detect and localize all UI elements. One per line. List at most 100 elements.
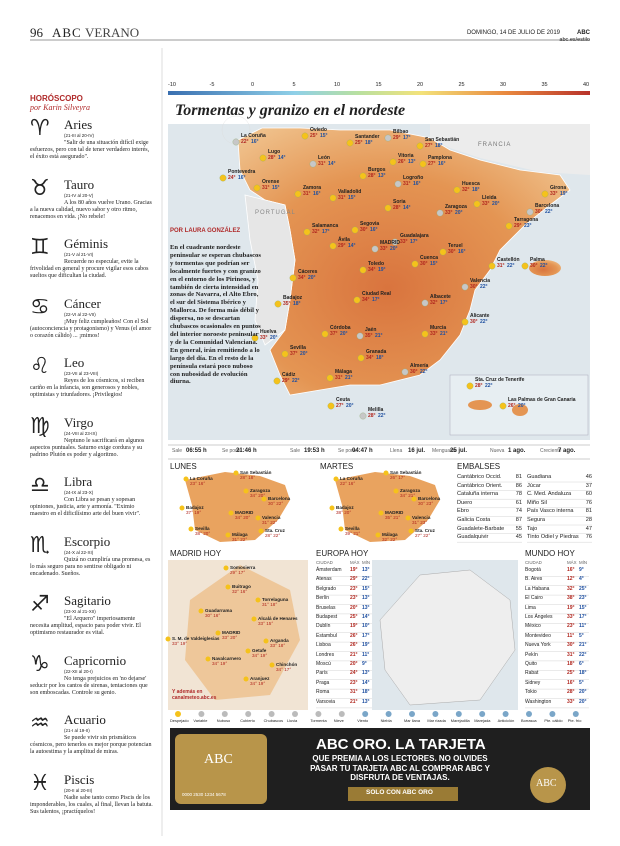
weather-icon [353, 296, 361, 304]
weather-icon [327, 402, 335, 410]
scale-label: 5 [292, 82, 296, 88]
city-max: 30° [420, 261, 428, 267]
min-temp: 17° [362, 632, 370, 639]
sign-text: Nadie sabe tanto como Piscis de los impo… [30, 794, 153, 815]
sign-name: Virgo [64, 414, 94, 430]
min-temp: 14° [362, 614, 370, 620]
city-min: 19° [378, 267, 386, 273]
weather-icon [274, 300, 282, 308]
city-max: 33° [482, 201, 490, 207]
sun-moon-value: 19:53 h [304, 448, 325, 454]
min-temp: 11° [579, 623, 587, 630]
city-name: La Coruña [340, 476, 363, 481]
city-name: Palma [530, 257, 545, 263]
day-title: MARTES [320, 462, 354, 471]
weather-icon [419, 160, 427, 168]
sun-moon-label: Llena [390, 448, 403, 454]
weather-icon [461, 318, 469, 326]
city-name: México [525, 623, 541, 630]
column-header: MÍN [579, 560, 588, 565]
city-name: San Sebastián [425, 137, 460, 143]
city-name: Alicante [470, 313, 490, 319]
city-min: 18° [376, 355, 384, 361]
weather-icon [391, 238, 399, 246]
city-min: 14° [328, 161, 336, 167]
city-min: 15° [348, 195, 356, 201]
city-max: 28° [368, 173, 376, 179]
legend-icon [292, 711, 298, 717]
sign-text: Con Libra se pesan y sopesan opiniones, … [30, 497, 141, 518]
city-name: Sta. Cruz de Tenerife [475, 377, 525, 383]
city-temp: 39° 21° [345, 531, 361, 536]
reservoir-value: 45 [515, 534, 522, 541]
city-max: 25° [355, 140, 363, 146]
city-name: Zaragoza [400, 488, 421, 493]
city-temp: 23° 16° [190, 481, 206, 486]
city-name: Almería [410, 363, 429, 369]
reservoir-name: País Vasco interna [527, 508, 574, 515]
reservoir-value: 46 [585, 474, 592, 480]
max-temp: 24° [350, 670, 358, 677]
sign-text: Se puede vivir sin prismáticos cósmicos,… [30, 735, 152, 756]
city-max: 30° [360, 227, 368, 233]
city-min: 21° [345, 375, 353, 381]
city-max: 31° [338, 195, 346, 201]
sun-moon-label: Se pone [222, 448, 241, 454]
city-max: 33° [445, 210, 453, 216]
city-name: San Sebastián [390, 470, 422, 475]
reservoir-name: Guadalete-Barbate [457, 525, 505, 532]
city-name: Sevilla [290, 345, 306, 351]
city-min: 16° [251, 139, 259, 145]
sun-moon-label: Nueva [490, 448, 505, 454]
city-temp: 33° 15° [258, 621, 274, 626]
weather-icon [541, 190, 549, 198]
city-name: Barcelona [535, 203, 560, 209]
city-temp: 34° 21° [400, 493, 416, 498]
card-number: 0000 2530 1234 5678 [182, 792, 226, 797]
reservoir-value: 81 [585, 508, 592, 515]
city-name: Berlín [316, 595, 330, 602]
weather-icon [223, 565, 229, 571]
city-temp: 37° 19° [186, 510, 202, 515]
city-temp: 30° 22° [268, 501, 284, 506]
city-max: 34° [368, 267, 376, 273]
max-temp: 26° [350, 632, 358, 639]
city-name: San Sebastián [240, 470, 272, 475]
weather-icon [309, 160, 317, 168]
reservoir-value: 78 [515, 491, 522, 498]
max-temp: 20° [350, 604, 358, 611]
city-name: Guadalajara [400, 233, 429, 239]
weather-icon [188, 526, 194, 532]
reservoir-value: 47 [585, 525, 592, 532]
min-temp: 15° [362, 585, 370, 592]
city-name: Valladolid [338, 189, 362, 195]
sign-name: Cáncer [64, 295, 101, 311]
weather-icon [281, 350, 289, 358]
city-max: 33° [400, 239, 408, 245]
city-min: 16° [370, 227, 378, 233]
weather-icon [408, 528, 414, 534]
sign-dates: (24-X al 22-XI) [64, 549, 94, 555]
legend-label: Variable [193, 718, 208, 723]
city-max: 33° [260, 335, 268, 341]
max-temp: 19° [567, 604, 575, 611]
city-min: 22° [507, 263, 515, 269]
reservoir-name: Cantábrico Orient. [457, 482, 503, 489]
city-name: Cáceres [298, 269, 318, 275]
min-temp: 13° [362, 567, 370, 573]
city-name: Chinchón [276, 662, 298, 667]
city-temp: 34° 19° [250, 681, 266, 686]
city-name: Varsovia [316, 698, 336, 705]
reservoir-value: 87 [515, 517, 522, 523]
article: En el cuadrante nordeste peninsular se e… [170, 244, 261, 386]
city-max: 24° [228, 175, 236, 181]
city-name: Atenas [316, 576, 332, 583]
weather-icon [301, 132, 309, 140]
sign-name: Libra [64, 474, 93, 489]
city-name: Nueva York [525, 642, 551, 649]
legend-icon [175, 711, 181, 717]
city-name: Sevilla [345, 526, 360, 531]
city-max: 31° [318, 161, 326, 167]
city-min: 22° [378, 413, 386, 419]
